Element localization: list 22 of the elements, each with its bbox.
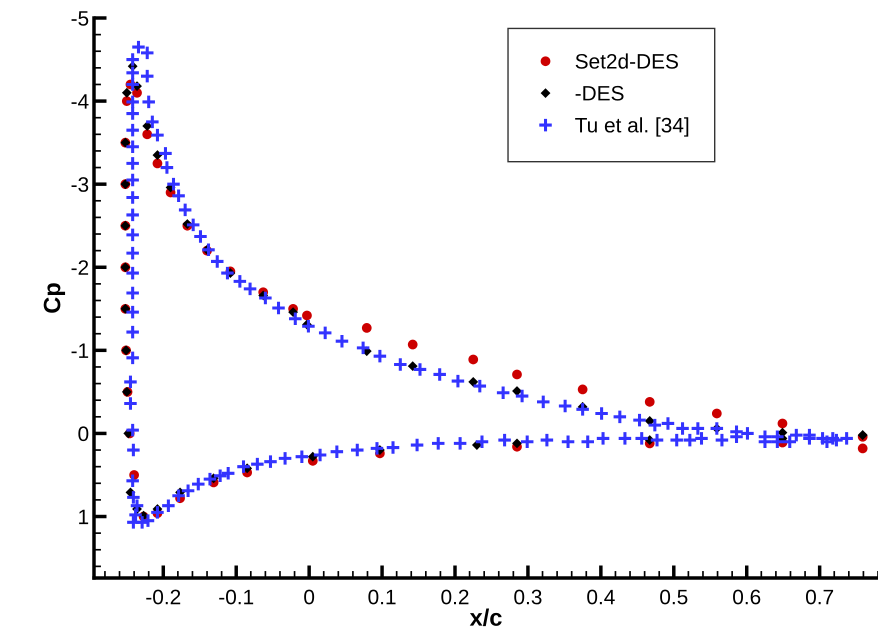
y-tick-label: -3 [72,177,88,192]
x-tick-label: -0.1 [219,590,254,604]
legend-label: Set2d-DES [576,53,678,69]
x-tick-label: 0.3 [514,590,542,604]
x-tick-label: -0.2 [146,590,180,604]
x-tick-label: 0.2 [441,590,468,604]
x-axis-title: x/c [470,608,502,626]
y-tick-label: 1 [79,510,88,524]
y-tick-label: -5 [72,11,88,26]
y-tick-label: -4 [72,94,89,109]
x-tick-label: 0 [304,590,314,604]
legend-label: Tu et al. [34] [575,117,688,137]
x-tick-label: 0.4 [587,590,615,604]
y-axis-title: Cp [44,283,66,313]
y-tick-label: -1 [72,344,88,358]
x-tick-label: 0.6 [733,590,760,604]
y-tick-label: -2 [72,260,88,275]
y-tick-label: 0 [78,426,88,442]
x-tick-label: 0.1 [368,590,396,604]
legend-label: -DES [576,86,624,101]
x-tick-label: 0.7 [806,590,834,604]
x-tick-label: 0.5 [660,590,688,604]
